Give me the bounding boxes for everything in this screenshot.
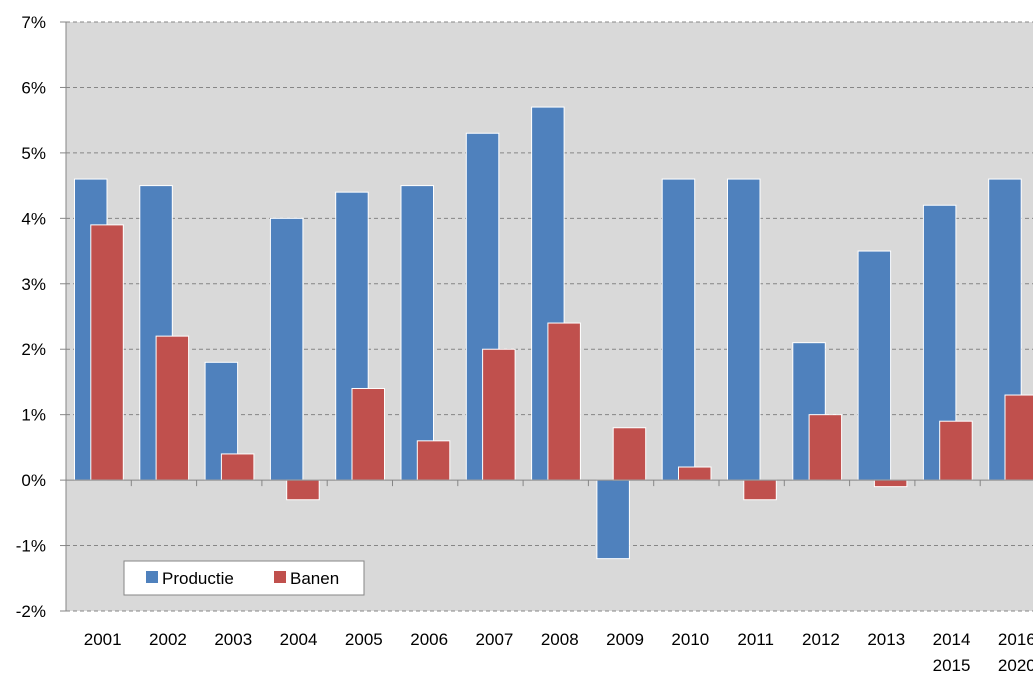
bar-productie-9: [596, 479, 630, 560]
y-tick-label: 0%: [21, 471, 46, 490]
bar-banen-1: [90, 224, 124, 481]
legend-box: [123, 560, 365, 596]
x-tick-label: 2011: [737, 630, 774, 649]
bar-banen-10: [678, 466, 712, 481]
x-tick-label: 2016: [998, 630, 1033, 649]
y-tick-label: 6%: [21, 78, 46, 97]
x-tick-label: 2002: [149, 630, 187, 649]
x-tick-label: 2001: [84, 630, 122, 649]
x-tick-label: 2020: [998, 656, 1033, 675]
bar-banen-8: [547, 322, 581, 481]
bar-banen-2: [155, 335, 190, 481]
x-tick-label: 2014: [933, 630, 971, 649]
legend-label-banen: Banen: [290, 569, 339, 588]
bar-banen-13: [873, 479, 908, 488]
x-axis: [66, 479, 1033, 487]
y-tick-label: 4%: [21, 209, 46, 228]
bar-productie-4: [269, 217, 304, 481]
bar-banen-9: [612, 427, 647, 481]
bar-banen-14: [939, 420, 973, 481]
y-tick-label: 3%: [21, 275, 46, 294]
x-tick-label: 2005: [345, 630, 383, 649]
bar-banen-4: [286, 479, 320, 501]
bar-banen-5: [351, 387, 385, 481]
y-tick-label: 7%: [21, 13, 46, 32]
bar-productie-11: [727, 178, 761, 481]
legend-swatch-banen: [274, 571, 286, 583]
legend: Productie Banen: [123, 560, 365, 596]
x-tick-label: 2006: [410, 630, 448, 649]
y-tick-label: 5%: [21, 144, 46, 163]
x-tick-label: 2007: [476, 630, 514, 649]
bar-banen-6: [416, 440, 451, 481]
x-tick-label: 2010: [671, 630, 709, 649]
y-tick-label: 2%: [21, 340, 46, 359]
bar-banen-15: [1004, 394, 1033, 481]
x-tick-label: 2012: [802, 630, 840, 649]
bar-banen-11: [743, 479, 777, 501]
y-tick-label: -2%: [16, 602, 46, 621]
legend-swatch-productie: [146, 571, 158, 583]
x-tick-label: 2015: [933, 656, 971, 675]
bar-productie-6: [400, 185, 434, 481]
y-tick-labels: -2% -1% 0% 1% 2% 3% 4% 5% 6% 7%: [16, 13, 46, 621]
y-tick-label: 1%: [21, 406, 46, 425]
bar-productie-13: [857, 250, 892, 481]
bar-banen-12: [808, 414, 843, 481]
x-tick-label: 2008: [541, 630, 579, 649]
bar-banen-3: [220, 453, 255, 481]
y-tick-label: -1%: [16, 537, 46, 556]
x-tick-label: 2009: [606, 630, 644, 649]
x-tick-label: 2003: [214, 630, 252, 649]
x-tick-label: 2013: [867, 630, 905, 649]
bar-productie-10: [661, 178, 696, 481]
bar-banen-7: [482, 348, 516, 481]
x-tick-labels: 2001 2002 2003 2004 2005 2006 2007 2008 2009 2010…: [84, 630, 1033, 675]
x-tick-label: 2004: [280, 630, 318, 649]
legend-label-productie: Productie: [162, 569, 234, 588]
